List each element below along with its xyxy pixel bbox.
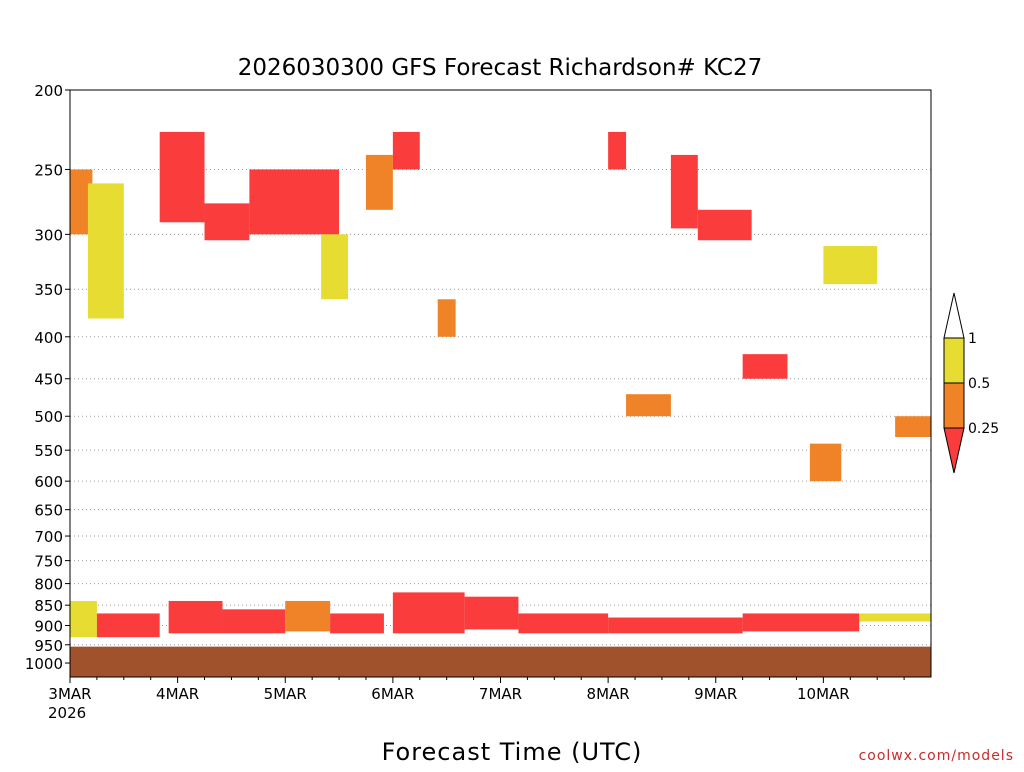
chart-title: 2026030300 GFS Forecast Richardson# KC27 xyxy=(238,55,763,81)
x-axis-title: Forecast Time (UTC) xyxy=(382,738,643,766)
y-tick-label-850: 850 xyxy=(34,597,63,615)
ri-cell-17 xyxy=(70,600,97,638)
y-tick-label-900: 900 xyxy=(34,618,63,636)
ri-cell-5 xyxy=(321,234,349,300)
ri-cell-12 xyxy=(823,246,878,285)
ri-cell-1 xyxy=(87,183,124,319)
ri-cell-25 xyxy=(518,613,609,634)
y-tick-label-200: 200 xyxy=(34,82,63,100)
x-tick-label-5MAR: 5MAR xyxy=(264,685,307,703)
ri-cell-27 xyxy=(742,613,860,632)
y-tick-label-800: 800 xyxy=(34,576,63,594)
y-tick-label-450: 450 xyxy=(34,371,63,389)
colorbar: 1 0.5 0.25 xyxy=(943,292,999,474)
x-tick-label-9MAR: 9MAR xyxy=(694,685,737,703)
y-tick-label-350: 350 xyxy=(34,281,63,299)
plot-area xyxy=(69,89,932,678)
ri-cell-28 xyxy=(859,613,931,622)
credit-link[interactable]: coolwx.com/models xyxy=(859,748,1014,764)
ri-cell-2 xyxy=(159,131,205,223)
richardson-cells xyxy=(70,131,931,638)
ri-cell-20 xyxy=(222,609,286,634)
y-tick-label-600: 600 xyxy=(34,473,63,491)
colorbar-swatch-orange xyxy=(943,382,965,429)
ri-cell-11 xyxy=(697,209,752,241)
y-axis: 200 250 300 350 400 450 500 550 600 650 700 750 800 8… xyxy=(25,82,70,673)
x-tick-label-7MAR: 7MAR xyxy=(479,685,522,703)
colorbar-swatch-yellow xyxy=(943,337,965,384)
y-tick-label-1000: 1000 xyxy=(25,655,63,673)
x-axis-year-label: 2026 xyxy=(48,704,86,722)
y-tick-label-650: 650 xyxy=(34,502,63,520)
ri-cell-8 xyxy=(437,299,456,337)
ri-cell-26 xyxy=(608,617,743,634)
ri-cell-21 xyxy=(285,600,331,632)
ri-cell-13 xyxy=(626,394,671,417)
colorbar-label-0.5: 0.5 xyxy=(968,376,990,392)
ri-cell-19 xyxy=(168,600,223,634)
x-tick-label-3MAR: 3MAR xyxy=(48,685,91,703)
ri-cell-0 xyxy=(70,169,93,235)
ri-cell-6 xyxy=(365,154,393,210)
y-tick-label-950: 950 xyxy=(34,637,63,655)
y-tick-label-700: 700 xyxy=(34,528,63,546)
y-tick-label-750: 750 xyxy=(34,553,63,571)
ground-fill xyxy=(70,646,931,677)
x-tick-label-8MAR: 8MAR xyxy=(587,685,630,703)
y-tick-label-500: 500 xyxy=(34,408,63,426)
colorbar-label-0.25: 0.25 xyxy=(968,421,999,437)
y-tick-label-250: 250 xyxy=(34,161,63,179)
x-axis: 3MAR 4MAR 5MAR 6MAR 7MAR 8MAR 9MAR 10MAR xyxy=(48,677,905,703)
ri-cell-22 xyxy=(330,613,384,634)
ri-cell-3 xyxy=(204,203,250,241)
ri-cell-4 xyxy=(249,169,340,235)
y-tick-label-400: 400 xyxy=(34,329,63,347)
ri-cell-9 xyxy=(608,131,627,170)
y-tick-label-550: 550 xyxy=(34,442,63,460)
ri-cell-23 xyxy=(392,592,465,634)
ri-cell-14 xyxy=(742,354,788,379)
ri-cell-16 xyxy=(895,416,931,437)
y-tick-label-300: 300 xyxy=(34,226,63,244)
plot-background xyxy=(70,90,931,677)
ri-cell-15 xyxy=(809,443,842,482)
ri-cell-10 xyxy=(670,154,698,229)
colorbar-label-1: 1 xyxy=(968,331,977,347)
x-tick-label-4MAR: 4MAR xyxy=(156,685,199,703)
ri-cell-7 xyxy=(392,131,420,170)
ri-cell-18 xyxy=(96,613,160,638)
ri-cell-24 xyxy=(464,596,519,630)
colorbar-top-arrow xyxy=(943,292,965,339)
colorbar-bottom-arrow xyxy=(943,427,965,474)
x-tick-label-10MAR: 10MAR xyxy=(797,685,850,703)
x-tick-label-6MAR: 6MAR xyxy=(371,685,414,703)
